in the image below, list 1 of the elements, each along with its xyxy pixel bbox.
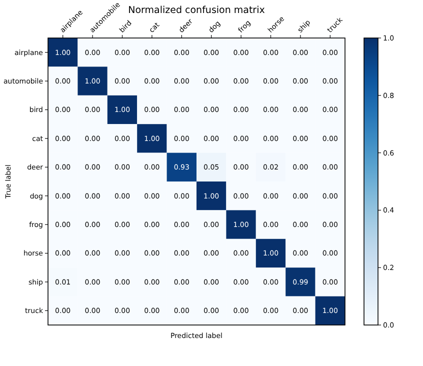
chart-title: Normalized confusion matrix — [128, 5, 266, 16]
